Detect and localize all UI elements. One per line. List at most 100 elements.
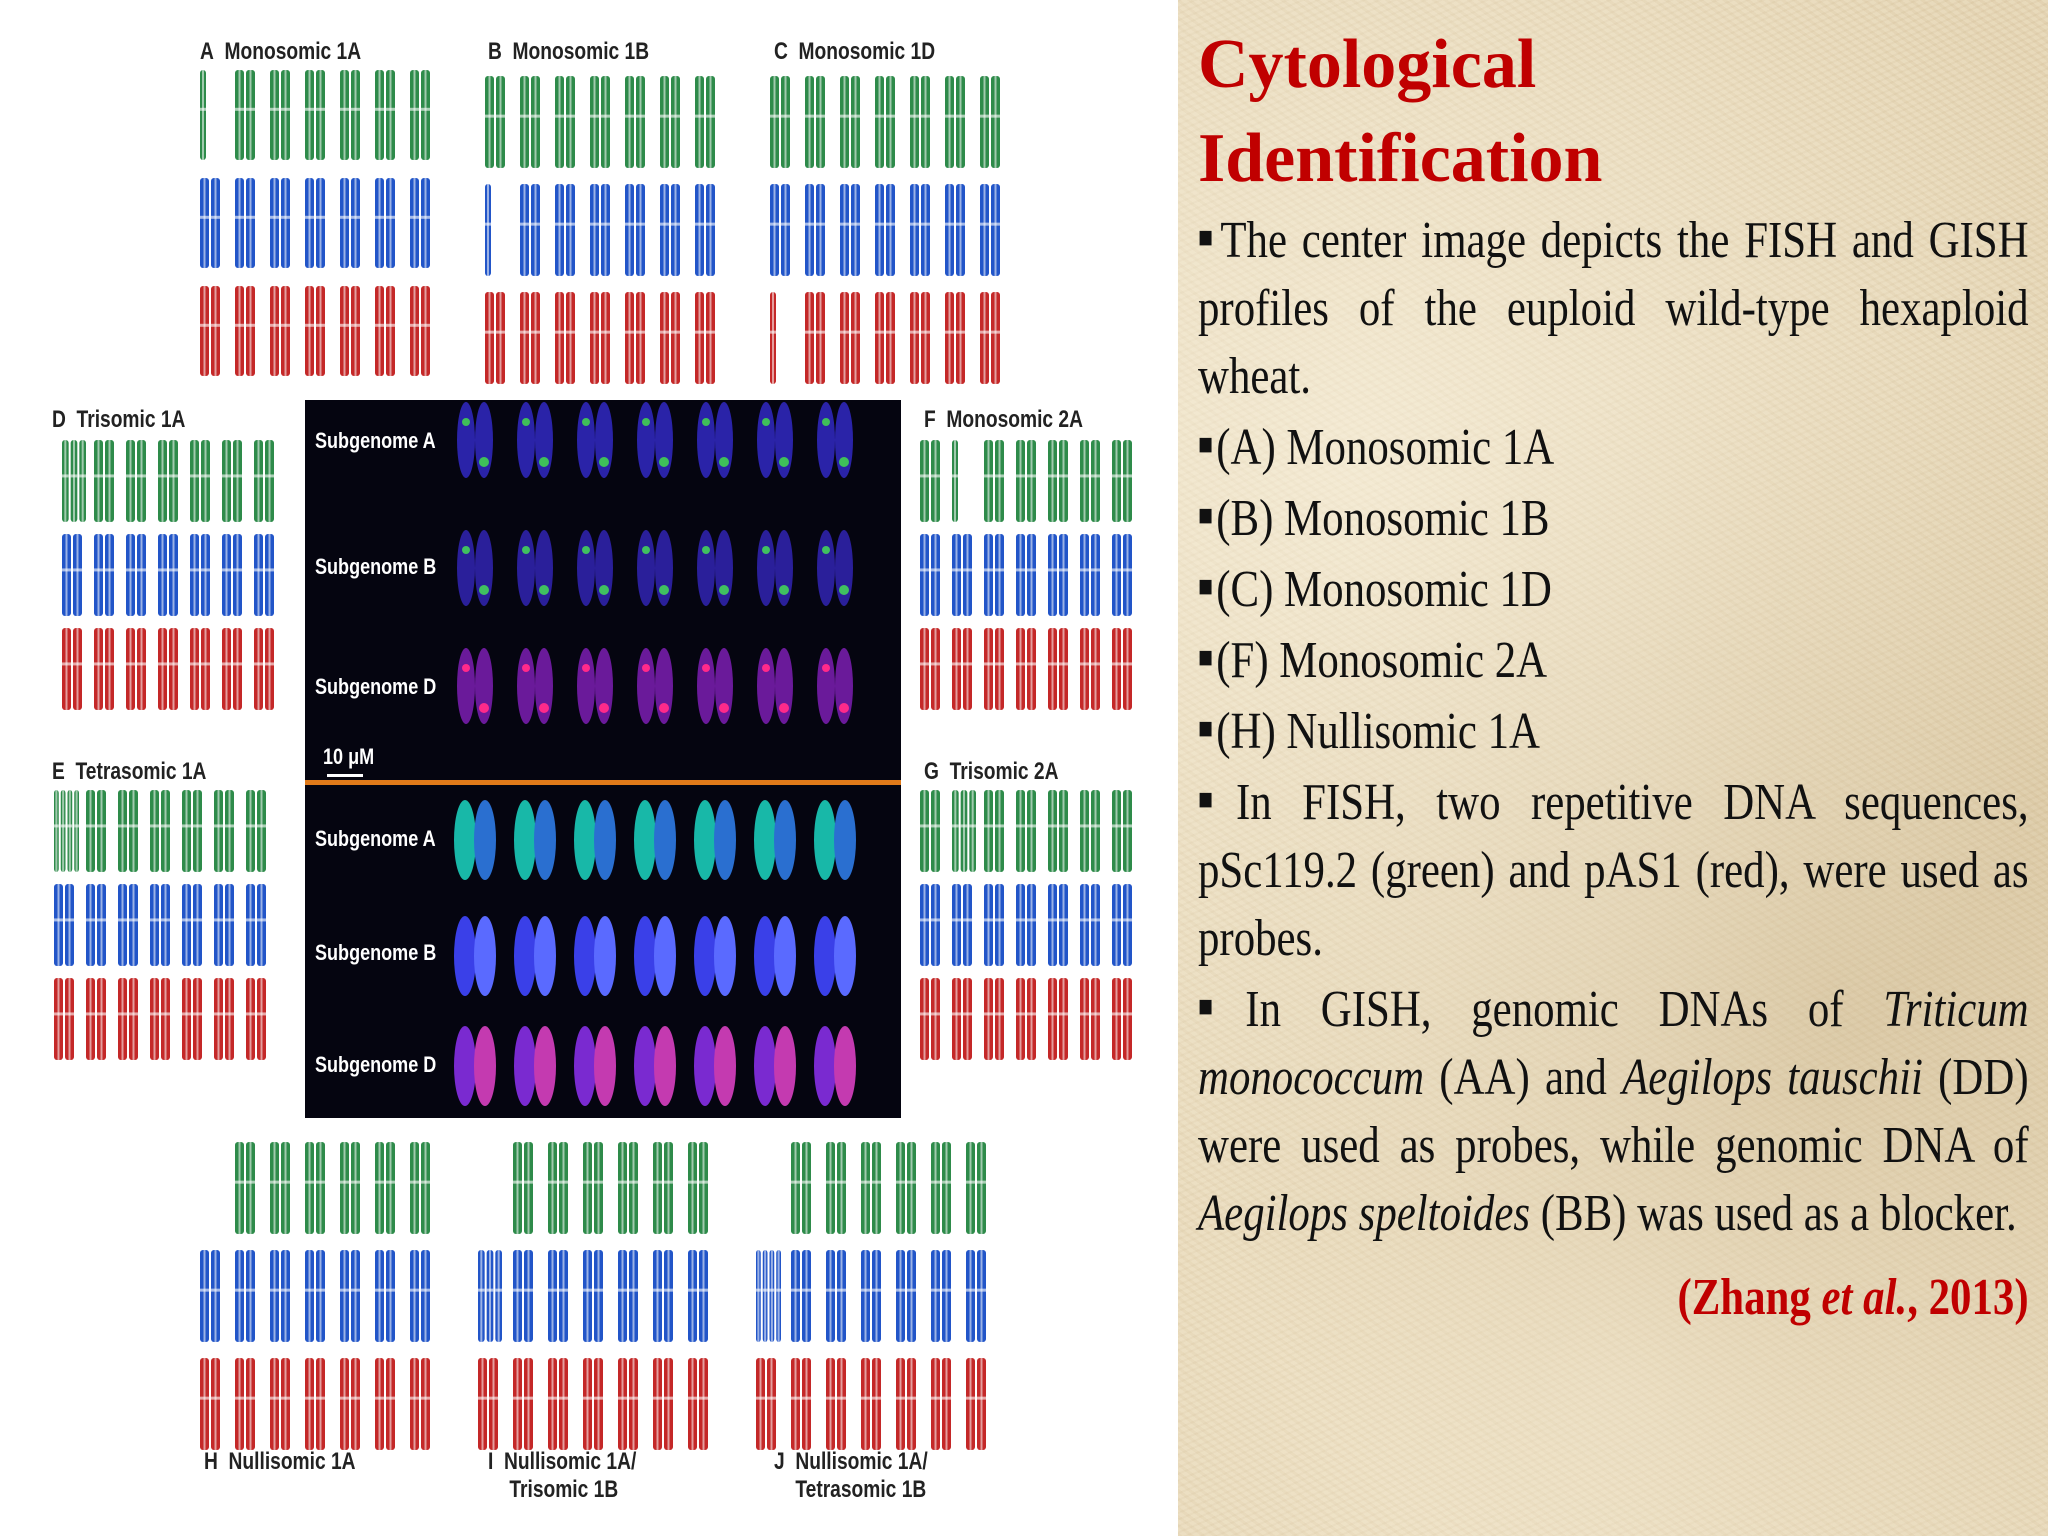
centromere [1112, 918, 1121, 922]
sister-chromatid-gap [308, 1250, 311, 1342]
centromere [699, 1288, 708, 1292]
chromosome-signal [642, 546, 650, 554]
centromere [688, 1288, 697, 1292]
sister-chromatid-gap [966, 534, 969, 616]
sister-chromatid-gap [966, 978, 969, 1060]
sister-chromatid-gap [889, 184, 892, 276]
sister-chromatid-gap [551, 1250, 554, 1342]
centromere [805, 330, 814, 334]
sister-chromatid-gap [983, 292, 986, 384]
sister-chromatid-gap [934, 1250, 937, 1342]
centromere [601, 222, 610, 226]
sister-chromatid-gap [621, 1358, 624, 1450]
centromere [921, 330, 930, 334]
sister-chromatid-gap [523, 292, 526, 384]
centromere [246, 1012, 255, 1016]
centromere [200, 107, 206, 111]
sister-chromatid-gap [65, 628, 68, 710]
centromere [931, 662, 940, 666]
centromere [1112, 1012, 1121, 1016]
sister-chromatid-gap [934, 534, 937, 616]
centromere [513, 1180, 522, 1184]
centromere [1080, 824, 1089, 828]
centromere [636, 330, 645, 334]
centromere [910, 330, 919, 334]
centromere [781, 114, 790, 118]
sister-chromatid-gap [68, 978, 71, 1060]
centromere [246, 1396, 255, 1400]
centromere [956, 222, 965, 226]
chromosome-signal [775, 402, 793, 478]
centromere [1091, 568, 1100, 572]
centromere [995, 824, 1004, 828]
sister-chromatid-gap [236, 534, 239, 616]
sister-chromatid-gap [55, 790, 58, 872]
centromere [980, 330, 989, 334]
sister-chromatid-gap [889, 76, 892, 168]
chromosome-signal [834, 916, 856, 996]
fish-label-subgenome-a: Subgenome A [315, 428, 436, 453]
chromosome-signal [479, 457, 489, 467]
citation: (Zhang et al., 2013) [1677, 1269, 2029, 1326]
body-text: ■The center image depicts the FISH and G… [1198, 204, 2029, 1332]
sister-chromatid-gap [698, 292, 701, 384]
centromere [776, 1288, 781, 1292]
sister-chromatid-gap [805, 1358, 808, 1450]
centromere [270, 215, 279, 219]
centromere [495, 1288, 502, 1292]
centromere [211, 215, 220, 219]
centromere [618, 1180, 627, 1184]
sister-chromatid-gap [558, 292, 561, 384]
centromere [524, 1180, 533, 1184]
centromere [1016, 568, 1025, 572]
sister-chromatid-gap [854, 292, 857, 384]
sister-chromatid-gap [969, 1358, 972, 1450]
centromere [555, 114, 564, 118]
centromere [802, 1396, 811, 1400]
centromere [281, 107, 290, 111]
centromere [235, 1396, 244, 1400]
panel-label-d: D Trisomic 1A [52, 406, 186, 433]
centromere [963, 662, 972, 666]
sister-chromatid-gap [770, 1250, 773, 1342]
sister-chromatid-gap [164, 790, 167, 872]
centromere [952, 1012, 961, 1016]
sister-chromatid-gap [899, 1358, 902, 1450]
centromere [351, 323, 360, 327]
chromosome-signal [534, 916, 556, 996]
sister-chromatid-gap [794, 1358, 797, 1450]
sister-chromatid-gap [948, 184, 951, 276]
centromere [618, 1288, 627, 1292]
centromere [1080, 568, 1089, 572]
centromere [257, 824, 266, 828]
centromere [351, 1180, 360, 1184]
sister-chromatid-gap [934, 1142, 937, 1234]
centromere [952, 474, 958, 478]
sister-chromatid-gap [236, 440, 239, 522]
fish-label-subgenome-d: Subgenome D [315, 674, 437, 699]
sister-chromatid-gap [523, 76, 526, 168]
centromere [921, 222, 930, 226]
sister-chromatid-gap [499, 292, 502, 384]
sister-chromatid-gap [378, 70, 381, 160]
sister-chromatid-gap [777, 1250, 780, 1342]
bullet-icon: ■ [1198, 641, 1213, 674]
sister-chromatid-gap [966, 628, 969, 710]
sister-chromatid-gap [354, 70, 357, 160]
centromere [150, 824, 159, 828]
sister-chromatid-gap [343, 1250, 346, 1342]
sister-chromatid-gap [1030, 534, 1033, 616]
centromere [79, 474, 86, 478]
centromere [1059, 918, 1068, 922]
sister-chromatid-gap [770, 1358, 773, 1450]
sister-chromatid-gap [569, 292, 572, 384]
centromere [270, 107, 279, 111]
sister-chromatid-gap [129, 440, 132, 522]
centromere [1027, 1012, 1036, 1016]
centromere [305, 323, 314, 327]
centromere [872, 1288, 881, 1292]
centromere [756, 1288, 761, 1292]
chromosome-signal [659, 585, 669, 595]
centromere [1048, 824, 1057, 828]
centromere [920, 568, 929, 572]
